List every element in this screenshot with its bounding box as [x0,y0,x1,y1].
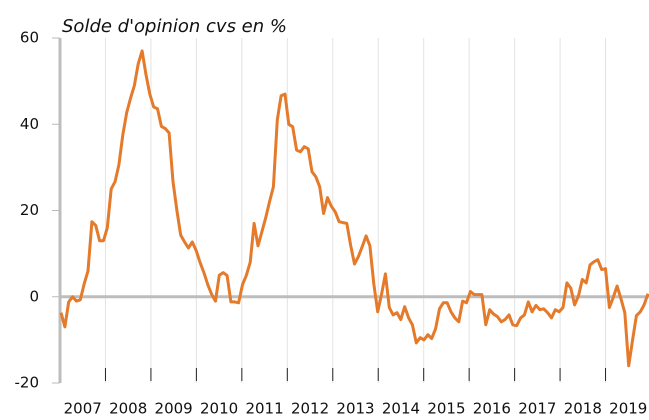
x-tick-label: 2015 [427,400,465,418]
x-tick-label: 2014 [382,400,420,418]
x-tick-label: 2019 [609,400,647,418]
chart-title: Solde d'opinion cvs en % [62,16,287,37]
y-tick-label: 0 [29,287,39,305]
y-tick-label: 20 [20,201,39,219]
x-tick-label: 2009 [155,400,193,418]
x-tick-label: 2013 [336,400,374,418]
x-tick-label: 2012 [291,400,329,418]
y-tick-label: 40 [20,115,39,133]
x-tick-label: 2010 [200,400,238,418]
x-tick-label: 2016 [473,400,511,418]
x-tick-label: 2018 [564,400,602,418]
x-tick-label: 2011 [245,400,283,418]
y-tick-label: -20 [15,374,40,392]
x-tick-label: 2008 [109,400,147,418]
x-tick-label: 2007 [64,400,102,418]
y-tick-label: 60 [20,29,39,47]
data-line [59,49,649,368]
x-tick-label: 2017 [518,400,556,418]
